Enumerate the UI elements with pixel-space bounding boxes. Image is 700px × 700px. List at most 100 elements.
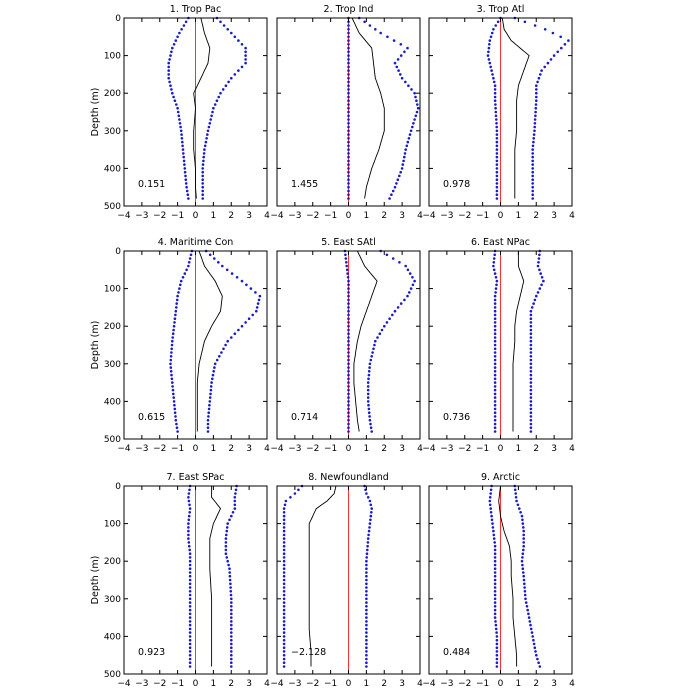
- upper-dot: [400, 76, 404, 80]
- upper-dot: [230, 631, 233, 634]
- upper-dot: [365, 571, 368, 574]
- upper-dot: [388, 197, 391, 200]
- lower-dot: [488, 496, 492, 499]
- lower-dot: [489, 65, 493, 69]
- upper-dot: [393, 61, 397, 65]
- lower-dot: [282, 511, 286, 514]
- upper-bound-dots: [357, 16, 420, 200]
- lower-dot: [170, 347, 173, 351]
- lower-dot: [282, 638, 286, 642]
- upper-dot: [365, 597, 368, 601]
- lower-dot: [493, 567, 497, 570]
- upper-dot: [529, 381, 533, 384]
- upper-dot: [531, 193, 534, 196]
- x-tick-label: 1: [516, 444, 522, 454]
- y-tick-label: 400: [104, 164, 121, 174]
- upper-dot: [217, 95, 220, 99]
- upper-dot: [522, 529, 525, 533]
- lower-dot: [179, 129, 183, 133]
- lower-dot: [495, 140, 499, 144]
- lower-dot: [179, 279, 183, 283]
- upper-dot: [406, 140, 410, 144]
- upper-dot: [535, 95, 538, 99]
- lower-dot: [347, 35, 350, 39]
- lower-dot: [178, 122, 182, 125]
- lower-dot: [493, 415, 497, 418]
- upper-bound-dots: [513, 16, 570, 200]
- upper-dot: [221, 264, 224, 268]
- upper-dot: [230, 657, 233, 661]
- upper-dot: [212, 106, 215, 110]
- x-tick-label: 4: [569, 444, 575, 454]
- lower-dot: [347, 362, 350, 366]
- lower-dot: [489, 511, 493, 514]
- upper-dot: [217, 261, 220, 264]
- x-tick-label: −1: [171, 444, 184, 454]
- lower-dot: [169, 366, 173, 369]
- panel-title: 9. Arctic: [481, 472, 520, 483]
- panel-title: 6. East NPac: [471, 237, 530, 248]
- upper-dot: [529, 392, 533, 396]
- lower-dot: [188, 631, 192, 634]
- lower-dot: [492, 533, 496, 537]
- lower-dot: [493, 351, 497, 354]
- lower-bound-dots: [486, 16, 502, 200]
- upper-dot: [365, 642, 368, 646]
- panel-title: 2. Trop Ind: [324, 4, 374, 15]
- lower-dot: [173, 99, 177, 102]
- upper-dot: [399, 43, 403, 46]
- x-tick-label: −2: [153, 679, 166, 689]
- upper-dot: [224, 548, 228, 552]
- upper-dot: [258, 294, 262, 298]
- lower-dot: [347, 24, 350, 27]
- lower-dot: [495, 197, 499, 200]
- upper-dot: [403, 155, 406, 159]
- upper-dot: [365, 635, 368, 638]
- upper-dot: [533, 24, 537, 27]
- upper-dot: [396, 58, 400, 61]
- upper-dot: [201, 174, 204, 178]
- upper-dot: [230, 597, 233, 601]
- upper-dot: [415, 110, 419, 114]
- upper-dot: [225, 533, 228, 537]
- lower-dot: [171, 91, 174, 95]
- lower-dot: [490, 69, 493, 72]
- lower-dot: [347, 197, 350, 200]
- lower-dot: [493, 99, 497, 102]
- upper-dot: [368, 526, 371, 529]
- upper-dot: [408, 291, 411, 294]
- lower-dot: [347, 80, 350, 84]
- lower-bound-dots: [187, 484, 192, 668]
- lower-dot: [187, 526, 190, 529]
- upper-dot: [551, 31, 555, 35]
- upper-dot: [229, 593, 233, 597]
- upper-dot: [537, 261, 540, 264]
- upper-dot: [399, 302, 403, 305]
- upper-dot: [518, 507, 521, 510]
- upper-dot: [369, 358, 373, 362]
- lower-dot: [186, 193, 190, 196]
- upper-dot: [538, 268, 541, 272]
- lower-dot: [187, 541, 191, 544]
- lower-dot: [347, 182, 350, 185]
- mean-profile-line: [498, 485, 518, 667]
- upper-dot: [234, 488, 238, 492]
- lower-dot: [347, 185, 350, 189]
- x-tick-label: 3: [399, 211, 405, 221]
- upper-dot: [203, 144, 207, 148]
- x-tick-label: −3: [288, 679, 301, 689]
- lower-dot: [347, 321, 350, 324]
- lower-dot: [282, 646, 286, 649]
- upper-dot: [366, 381, 370, 384]
- upper-dot: [401, 163, 405, 166]
- lower-dot: [347, 373, 350, 377]
- upper-dot: [365, 578, 368, 582]
- upper-dot: [385, 321, 389, 324]
- x-tick-label: 1: [364, 679, 370, 689]
- lower-dot: [493, 559, 497, 563]
- upper-dot: [521, 552, 525, 555]
- lower-dot: [347, 174, 350, 178]
- lower-dot: [282, 635, 286, 638]
- lower-dot: [495, 642, 499, 646]
- upper-dot: [365, 627, 368, 631]
